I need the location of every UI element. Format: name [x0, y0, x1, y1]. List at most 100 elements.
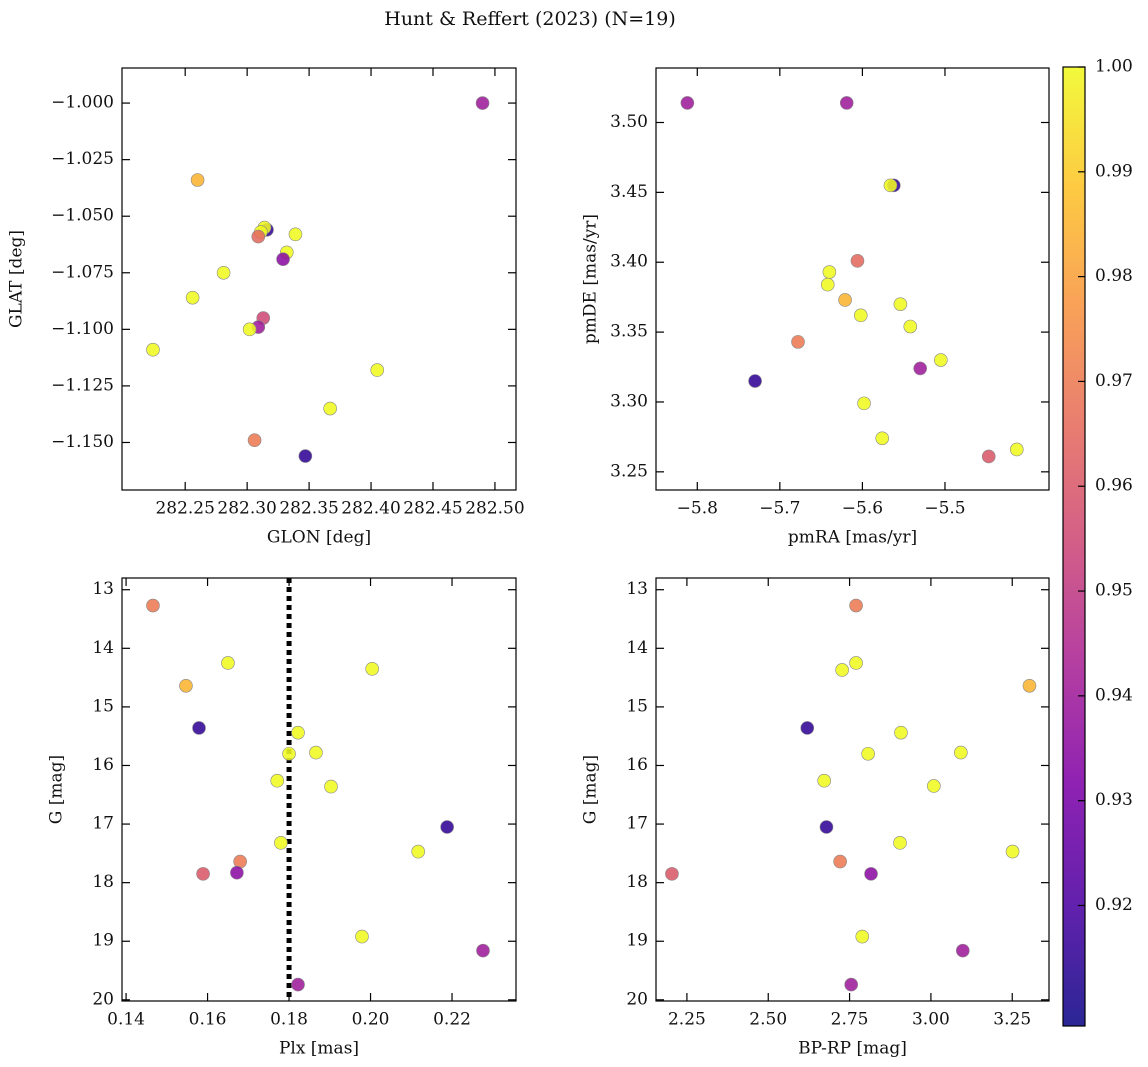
panel: 2.25 2.50 2.75 3.00 3.25 13 14 15 16 17 18 19 20 BP-R… — [581, 577, 1050, 1059]
point — [680, 96, 695, 110]
point — [324, 779, 338, 794]
point — [1022, 679, 1037, 693]
point — [791, 335, 805, 349]
panel: 282.25 282.30 282.35 282.40 282.45 282.50 −1.0… — [7, 67, 525, 548]
x-tick-label: 282.30 — [217, 499, 276, 519]
point — [276, 252, 290, 267]
x-tick-label: 3.25 — [993, 1010, 1031, 1030]
point — [230, 865, 244, 880]
y-tick-label: 3.40 — [610, 252, 648, 272]
point — [955, 943, 970, 958]
point — [1005, 844, 1020, 859]
point — [411, 844, 426, 859]
x-axis-label: BP-RP [mag] — [798, 1039, 907, 1059]
point — [883, 178, 898, 193]
y-tick-label: 20 — [626, 989, 648, 1009]
x-tick-label: 2.75 — [831, 1010, 869, 1030]
point — [196, 867, 210, 881]
point — [221, 656, 235, 670]
point — [270, 773, 285, 788]
y-tick-label: 16 — [626, 755, 648, 775]
point — [857, 396, 871, 411]
y-tick-label: 18 — [92, 872, 114, 892]
point — [291, 725, 305, 740]
x-axis-label: Plx [mas] — [279, 1039, 359, 1059]
colorbar-tick-label: 0.98 — [1095, 266, 1133, 286]
point — [833, 854, 847, 869]
x-tick-label: 282.25 — [155, 499, 214, 519]
point — [855, 929, 870, 944]
point — [282, 746, 296, 761]
point — [800, 721, 815, 735]
y-axis-label: G [mag] — [581, 755, 601, 824]
x-tick-label: 0.22 — [433, 1010, 471, 1030]
point — [850, 254, 865, 268]
point — [835, 663, 849, 677]
point — [190, 173, 205, 187]
point — [370, 363, 385, 377]
point — [875, 431, 890, 446]
y-tick-label: 3.35 — [610, 322, 648, 342]
y-tick-label: 3.45 — [610, 182, 648, 202]
point — [817, 773, 831, 788]
point — [820, 277, 835, 292]
y-axis-label: GLAT [deg] — [7, 230, 27, 328]
axes-frame — [121, 577, 517, 1002]
panel: 0.14 0.16 0.18 0.20 0.22 13 14 15 16 17 18 19 20 Plx … — [47, 577, 517, 1059]
point — [192, 721, 206, 735]
y-axis-label: G [mag] — [47, 755, 67, 824]
y-tick-label: −1.000 — [51, 93, 114, 113]
point — [954, 745, 968, 760]
point — [179, 679, 193, 693]
point — [839, 96, 854, 110]
y-tick-label: 14 — [92, 638, 114, 658]
point — [981, 449, 996, 464]
point — [274, 836, 288, 850]
point — [247, 433, 262, 448]
x-tick-label: 2.50 — [749, 1010, 787, 1030]
point — [440, 820, 454, 834]
point — [242, 322, 257, 337]
x-tick-label: −5.5 — [924, 499, 965, 519]
y-tick-label: 13 — [626, 579, 648, 599]
y-tick-label: 18 — [626, 872, 648, 892]
x-tick-label: −5.6 — [842, 499, 883, 519]
x-tick-label: 2.25 — [668, 1010, 706, 1030]
point — [323, 401, 337, 416]
point — [849, 598, 863, 613]
axes-frame — [655, 67, 1050, 491]
point — [291, 977, 305, 992]
y-tick-label: −1.075 — [51, 262, 114, 282]
point — [216, 265, 231, 280]
point — [819, 820, 834, 834]
point — [903, 319, 918, 334]
y-tick-label: 15 — [92, 696, 114, 716]
y-tick-label: 17 — [92, 814, 114, 834]
y-tick-label: −1.150 — [51, 432, 114, 452]
y-tick-label: 19 — [626, 931, 648, 951]
colorbar — [1062, 66, 1086, 1027]
point — [844, 977, 858, 992]
point — [822, 265, 837, 279]
y-tick-label: 3.50 — [610, 112, 648, 132]
point — [1010, 442, 1024, 457]
figure-title: Hunt & Reffert (2023) (N=19) — [384, 8, 676, 30]
y-tick-label: −1.050 — [51, 206, 114, 226]
point — [475, 96, 490, 110]
y-tick-label: 20 — [92, 989, 114, 1009]
colorbar-tick-label: 0.96 — [1095, 476, 1133, 496]
y-tick-label: 3.30 — [610, 391, 648, 411]
x-tick-label: 0.18 — [270, 1010, 308, 1030]
y-axis-label: pmDE [mas/yr] — [581, 214, 601, 344]
x-axis-label: GLON [deg] — [267, 528, 371, 548]
colorbar-tick-label: 0.99 — [1095, 161, 1133, 181]
axes-frame — [121, 67, 517, 491]
x-tick-label: 0.20 — [352, 1010, 390, 1030]
point — [146, 598, 160, 613]
point — [185, 290, 200, 305]
colorbar-tick-label: 0.97 — [1095, 371, 1133, 391]
colorbar-tick-label: 1.00 — [1095, 57, 1133, 77]
y-tick-label: −1.125 — [51, 375, 114, 395]
axes-frame — [655, 577, 1050, 1002]
x-tick-label: 282.35 — [279, 499, 338, 519]
